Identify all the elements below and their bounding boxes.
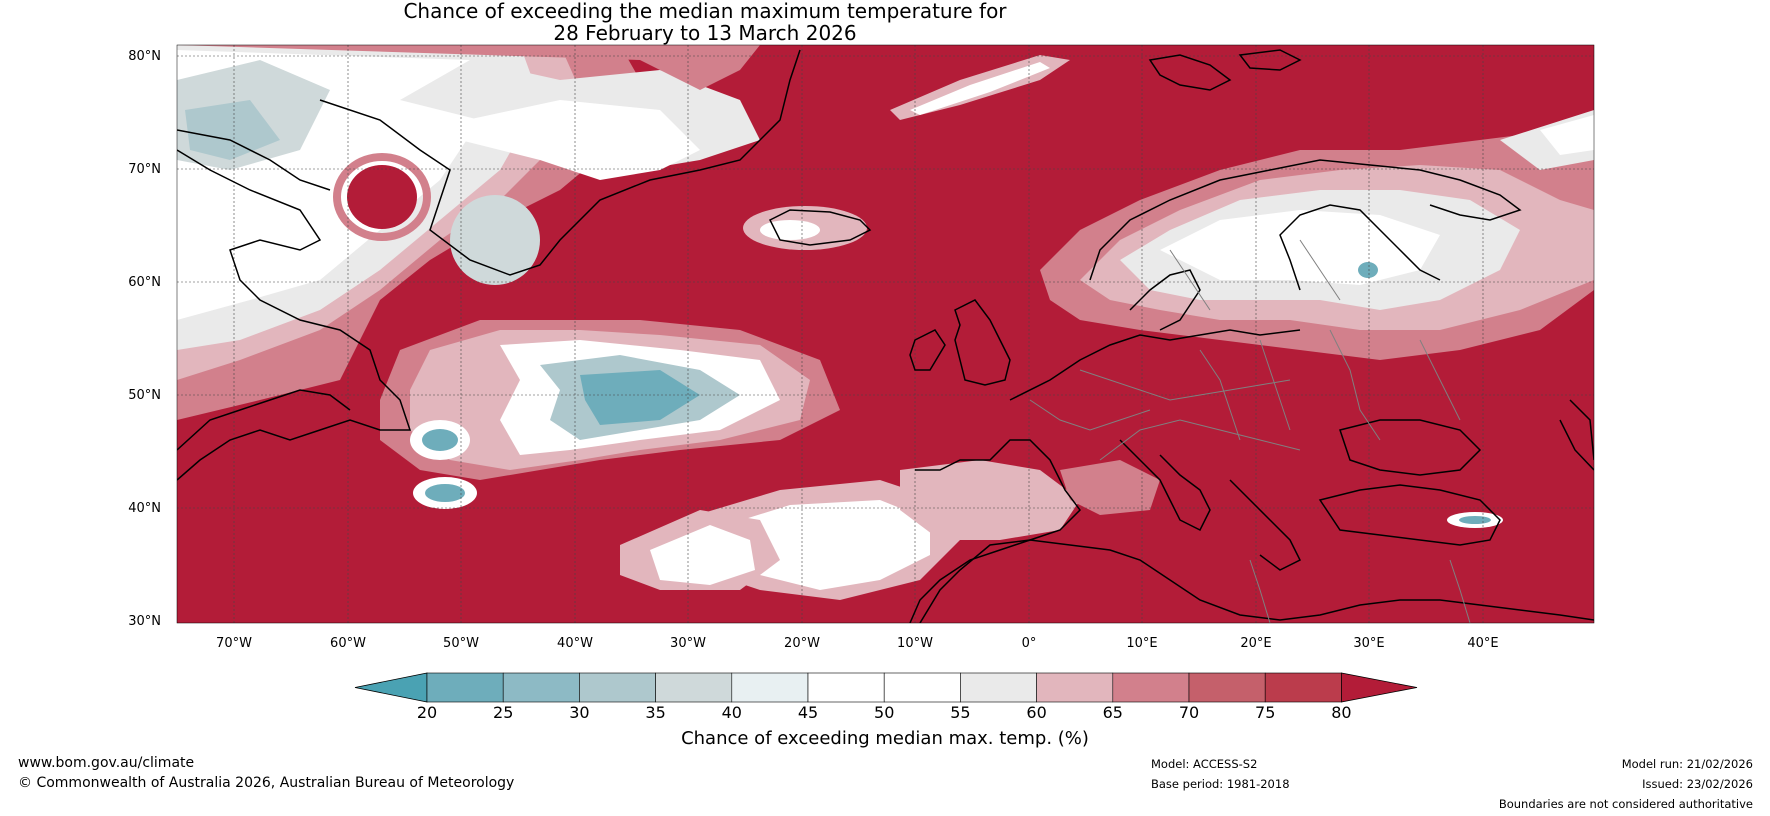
colorbar-tick-label: 60 — [1026, 703, 1047, 722]
colorbar-tick-label: 25 — [493, 703, 514, 722]
lon-label: 40°W — [557, 636, 593, 651]
colorbar-segment — [579, 672, 656, 703]
colorbar-segment — [731, 672, 809, 703]
colorbar-tick-label: 20 — [416, 703, 438, 722]
colorbar-segment — [1112, 672, 1190, 703]
colorbar-segment — [1188, 672, 1266, 703]
probability-field — [177, 45, 1594, 623]
colorbar-segment — [1264, 672, 1342, 703]
colorbar — [354, 672, 1418, 703]
colorbar-label-text: Chance of exceeding median max. temp. (%… — [681, 728, 1089, 749]
colorbar-tick-label: 40 — [721, 703, 742, 722]
lat-label: 80°N — [128, 49, 161, 64]
lat-label: 40°N — [128, 501, 161, 516]
lon-label: 0° — [1021, 636, 1037, 651]
colorbar-segment — [883, 672, 961, 703]
issued-text: Issued: 23/02/2026 — [1642, 777, 1753, 791]
map-frame — [176, 44, 1595, 624]
lon-label: 50°W — [443, 636, 479, 651]
lat-label: 70°N — [128, 162, 161, 177]
lon-label: 20°E — [1240, 636, 1272, 651]
colorbar-segment — [502, 672, 580, 703]
disclaimer-text: Boundaries are not considered authoritat… — [1498, 797, 1753, 811]
colorbar-segment — [426, 672, 504, 703]
colorbar-segment — [807, 672, 885, 703]
base-period-text: Base period: 1981-2018 — [1151, 777, 1290, 791]
colorbar-tick-label: 35 — [645, 703, 666, 722]
lon-label: 10°W — [897, 636, 933, 651]
colorbar-tick-label: 55 — [950, 703, 971, 722]
lon-label: 30°W — [670, 636, 706, 651]
lon-label: 30°E — [1353, 636, 1385, 651]
lon-label: 20°W — [784, 636, 820, 651]
lat-label: 30°N — [128, 614, 161, 629]
copyright-text: © Commonwealth of Australia 2026, Austra… — [18, 775, 515, 791]
coastlines — [177, 49, 1594, 623]
lon-label: 70°W — [216, 636, 252, 651]
colorbar-label: Chance of exceeding median max. temp. (%… — [0, 728, 1770, 749]
colorbar-extend-low — [354, 672, 428, 703]
colorbar-tick-label: 50 — [874, 703, 895, 722]
model-run-text: Model run: 21/02/2026 — [1621, 757, 1753, 771]
colorbar-tick-label: 45 — [797, 703, 819, 722]
colorbar-tick-label: 80 — [1331, 703, 1352, 722]
colorbar-tick-label: 70 — [1178, 703, 1200, 722]
colorbar-tick-label: 75 — [1255, 703, 1276, 722]
lat-label: 60°N — [128, 275, 161, 290]
title-line-2: 28 February to 13 March 2026 — [553, 21, 857, 45]
colorbar-segment — [1036, 672, 1114, 703]
colorbar-extend-high — [1341, 672, 1418, 703]
website-link[interactable]: www.bom.gov.au/climate — [18, 755, 195, 771]
model-text: Model: ACCESS-S2 — [1151, 757, 1258, 771]
title-line-1: Chance of exceeding the median maximum t… — [403, 0, 1007, 23]
lon-label: 60°W — [330, 636, 366, 651]
country-borders — [1029, 239, 1471, 623]
lon-label: 40°E — [1467, 636, 1499, 651]
colorbar-segment — [960, 672, 1037, 703]
graticule — [177, 45, 1594, 623]
lat-label: 50°N — [128, 388, 161, 403]
colorbar-tick-label: 65 — [1102, 703, 1123, 722]
colorbar-segment — [655, 672, 733, 703]
lon-label: 10°E — [1126, 636, 1158, 651]
colorbar-tick-label: 30 — [569, 703, 590, 722]
